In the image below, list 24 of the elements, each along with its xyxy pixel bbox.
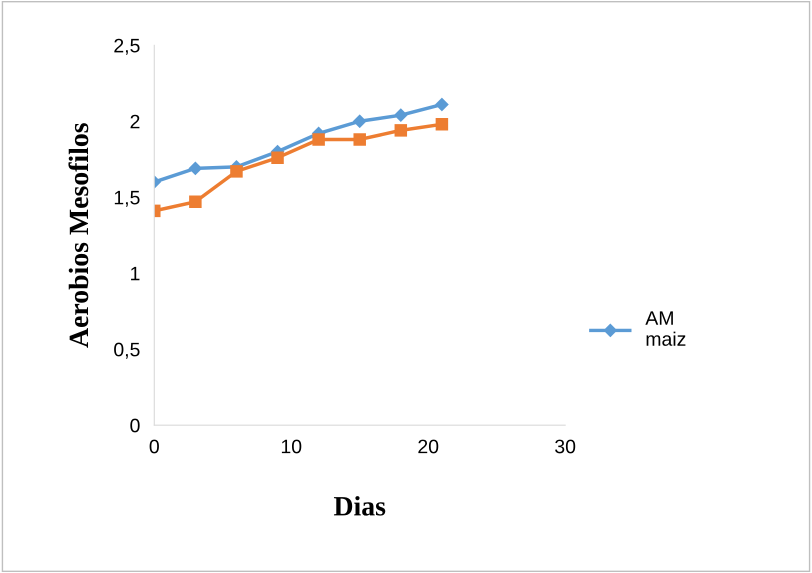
x-tick-label: 0 bbox=[150, 440, 159, 454]
x-axis-title: Dias bbox=[334, 496, 386, 516]
point bbox=[271, 151, 284, 164]
y-tick-label: 1,5 bbox=[114, 190, 140, 207]
y-tick-label: 0,5 bbox=[114, 342, 140, 359]
point bbox=[394, 124, 408, 137]
point bbox=[353, 133, 366, 146]
point bbox=[436, 118, 448, 131]
point bbox=[230, 165, 243, 178]
x-tick-label: 30 bbox=[555, 440, 576, 454]
point bbox=[188, 162, 202, 175]
x-tick-label: 10 bbox=[282, 440, 302, 454]
y-axis-title: Aerobios Mesofilos bbox=[68, 123, 88, 348]
y-tick-label: 2,5 bbox=[114, 38, 140, 55]
legend-label: AM maiz bbox=[645, 311, 686, 346]
y-tick-label: 1 bbox=[131, 266, 140, 280]
point bbox=[189, 196, 202, 208]
point bbox=[353, 114, 366, 128]
point bbox=[312, 133, 325, 146]
y-tick-label: 0 bbox=[130, 418, 140, 432]
x-tick-label: 20 bbox=[418, 440, 438, 454]
point bbox=[394, 108, 408, 122]
y-tick-label: 2 bbox=[130, 114, 140, 128]
point bbox=[435, 98, 448, 112]
